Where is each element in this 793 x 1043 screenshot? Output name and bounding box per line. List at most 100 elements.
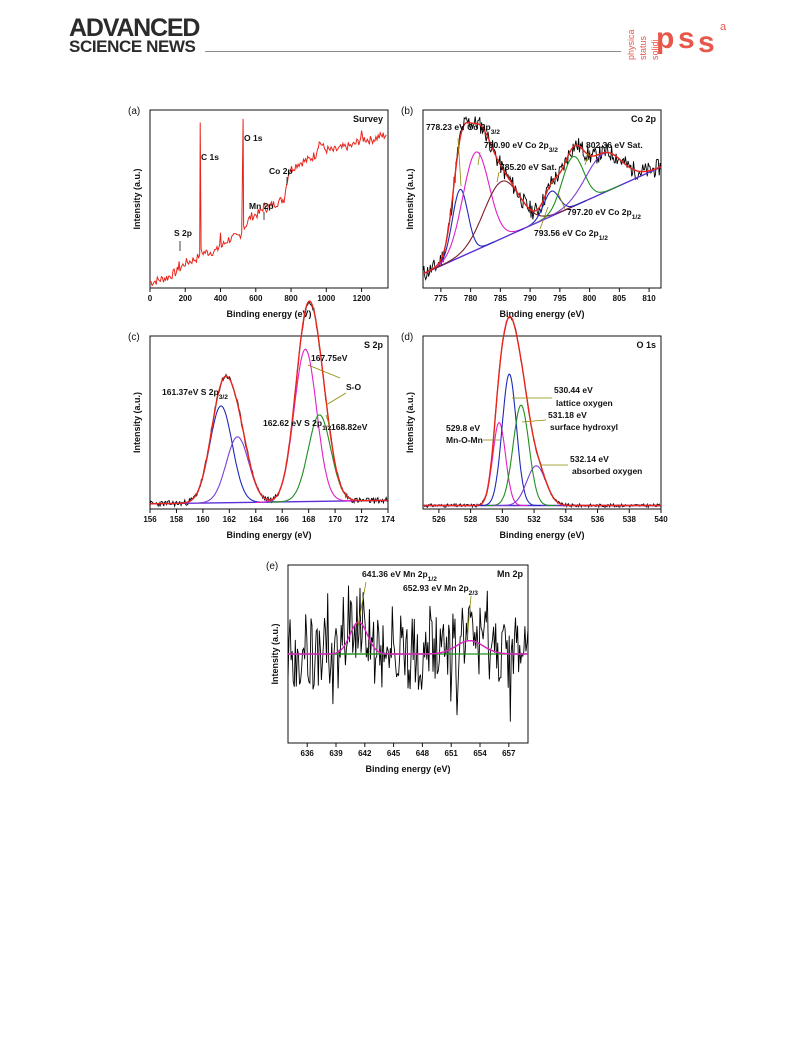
panel-e: 636 639 642 645 648 651 654 657 Binding energy (… (266, 561, 529, 774)
panel-c-fit-peak (171, 405, 271, 505)
panel-d-peak-label: lattice oxygen (556, 398, 613, 408)
panel-a-peak-label: C 1s (201, 152, 219, 162)
panel-c-peak-label: 168.82eV (331, 422, 368, 432)
panel-d-raw-spectrum (422, 316, 662, 509)
panel-d-peak-label: surface hydroxyl (550, 422, 618, 432)
panel-e-ylabel: Intensity (a.u.) (270, 623, 280, 684)
panel-b-peak-label: 785.20 eV Sat. (500, 162, 557, 172)
panel-d-fit-envelope (423, 315, 661, 507)
panel-b-peak-label: 797.20 eV Co 2p1/2 (567, 207, 641, 221)
panel-b-peak-label: 802.36 eV Sat. (586, 140, 643, 150)
panel-a-peak-label: Mn 2p (249, 201, 274, 211)
panel-a-xtick-label: 0 (148, 294, 153, 303)
logo-superscript: a (720, 21, 727, 33)
panel-b-fit-peak (422, 151, 535, 275)
panel-d-peak-label: 530.44 eV (554, 385, 593, 395)
logo-word-1: physica (626, 29, 636, 60)
panel-a-title: Survey (353, 114, 383, 124)
panel-c-peak-label: 161.37eV S 2p3/2 (162, 387, 228, 401)
panel-d-xtick-label: 536 (591, 515, 605, 524)
panel-c-xtick-label: 170 (328, 515, 342, 524)
panel-e-xtick-label: 657 (502, 749, 516, 758)
panel-d-title: O 1s (636, 340, 656, 350)
panel-d-peak-label: 532.14 eV (570, 454, 609, 464)
logo-letter-s2: s (698, 26, 715, 59)
panel-c-xtick-label: 162 (223, 515, 237, 524)
header-rule (205, 51, 621, 52)
panel-a-frame (149, 109, 389, 289)
panel-e-xtick-label: 648 (416, 749, 430, 758)
panel-c-xlabel: Binding energy (eV) (226, 530, 311, 540)
panel-c-xtick-label: 158 (170, 515, 184, 524)
panel-b-xlabel: Binding energy (eV) (499, 309, 584, 319)
panel-e-xtick-label: 642 (358, 749, 372, 758)
panel-a-xtick-label: 600 (249, 294, 263, 303)
panel-d-xtick-label: 538 (623, 515, 637, 524)
panel-c-raw-spectrum (149, 301, 389, 508)
panel-b-leader-line (539, 206, 549, 230)
panel-d-peak-label: absorbed oxygen (572, 466, 642, 476)
panel-c-xtick-label: 160 (196, 515, 210, 524)
logo-word-3: solidi (650, 39, 660, 60)
panel-e-xtick-label: 651 (445, 749, 459, 758)
panel-c-ylabel: Intensity (a.u.) (132, 392, 142, 453)
panel-b-leader-line (584, 149, 591, 166)
panel-b-xtick-label: 780 (464, 294, 478, 303)
panel-b: 775 780 785 790 795 800 805 810 Binding energy (… (401, 106, 662, 319)
panel-c-leader-line (325, 414, 331, 428)
panel-b-xtick-label: 810 (642, 294, 656, 303)
panel-b-leader-line (477, 151, 481, 166)
panel-e-title: Mn 2p (497, 569, 524, 579)
panel-b-xtick-label: 805 (613, 294, 627, 303)
panel-b-ylabel: Intensity (a.u.) (405, 168, 415, 229)
panel-e-xtick-label: 654 (473, 749, 487, 758)
panel-e-xtick-label: 645 (387, 749, 401, 758)
panel-a-peak-label: O 1s (244, 133, 263, 143)
panel-e-raw-spectrum (287, 585, 529, 722)
panel-d-xtick-label: 540 (654, 515, 668, 524)
panel-c-fit-envelope (150, 300, 389, 505)
panel-e-leader-line (466, 595, 472, 641)
panel-c-xtick-label: 174 (381, 515, 395, 524)
logo-letter-p: p (656, 22, 674, 55)
panel-b-leader-line (457, 137, 462, 187)
panel-c-xtick-label: 166 (276, 515, 290, 524)
panel-d-xtick-label: 528 (464, 515, 478, 524)
panel-b-leader-line (496, 171, 500, 183)
brand-title: ADVANCED (69, 14, 200, 42)
panel-d-peak-label: 529.8 eV (446, 423, 480, 433)
panel-b-xtick-label: 790 (523, 294, 537, 303)
panel-a-ylabel: Intensity (a.u.) (132, 168, 142, 229)
panel-b-peak-label: 793.56 eV Co 2p1/2 (534, 228, 608, 242)
panel-e-xtick-label: 636 (301, 749, 315, 758)
panel-b-xtick-label: 785 (494, 294, 508, 303)
panel-c-peak-label: S-O (346, 382, 362, 392)
panel-e-xtick-label: 639 (329, 749, 343, 758)
panel-a-xtick-label: 1200 (353, 294, 371, 303)
panel-d: 526 528 530 532 534 536 538 540 Binding energy (… (401, 315, 668, 540)
panel-d-fit-peak (477, 373, 542, 507)
panel-e-fit-envelope (288, 621, 528, 655)
panel-e-letter: (e) (266, 561, 278, 572)
panel-c-frame (149, 335, 389, 510)
panel-c-leader-line (325, 392, 347, 406)
panel-d-xtick-label: 526 (432, 515, 446, 524)
panel-e-xlabel: Binding energy (eV) (365, 764, 450, 774)
panel-c-peak-label: 167.75eV (311, 353, 348, 363)
panel-d-xtick-label: 534 (559, 515, 573, 524)
panel-c: 156 158 160 162 164 166 168 170 172 174 Binding en… (128, 300, 395, 540)
panel-d-fit-peak (486, 404, 557, 507)
panel-b-letter: (b) (401, 106, 413, 117)
panel-c-xtick-label: 164 (249, 515, 263, 524)
panel-a-peak-label: Co 2p (269, 166, 293, 176)
panel-d-xtick-label: 532 (527, 515, 541, 524)
panel-c-xtick-label: 156 (143, 515, 157, 524)
panel-b-peak-label: 780.90 eV Co 2p3/2 (484, 140, 558, 154)
panel-d-letter: (d) (401, 332, 413, 343)
panel-d-xtick-label: 530 (496, 515, 510, 524)
panel-b-xtick-label: 800 (583, 294, 597, 303)
panel-b-xtick-label: 795 (553, 294, 567, 303)
journal-header: ADVANCED SCIENCE NEWS physica status sol… (0, 0, 793, 61)
panel-e-leader-line (357, 581, 367, 627)
panel-c-leader-line (307, 364, 341, 379)
